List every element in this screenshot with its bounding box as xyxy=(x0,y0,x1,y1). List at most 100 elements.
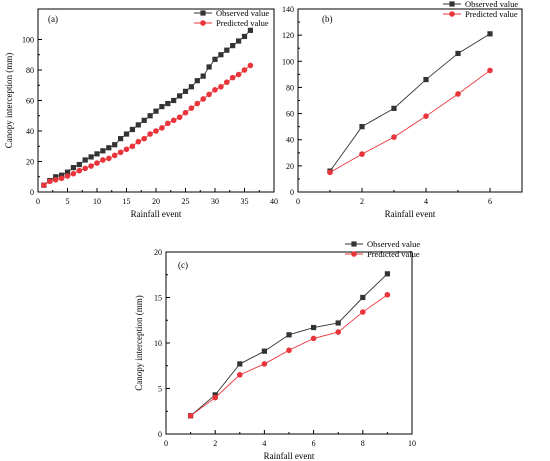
x-tick-label: 10 xyxy=(408,439,416,448)
data-point xyxy=(391,105,397,111)
data-point xyxy=(455,50,461,57)
y-tick-label: 40 xyxy=(286,136,294,145)
y-tick-label: 10 xyxy=(154,339,162,348)
x-tick-label: 4 xyxy=(262,439,266,448)
data-point xyxy=(384,291,391,298)
data-point xyxy=(129,126,135,133)
x-tick-label: 30 xyxy=(211,197,219,206)
data-point xyxy=(359,151,365,157)
data-point xyxy=(141,135,147,142)
data-point xyxy=(212,87,218,93)
data-point xyxy=(123,146,130,153)
data-point xyxy=(487,31,493,37)
y-tick-label: 20 xyxy=(286,162,294,171)
series-observed xyxy=(188,271,390,419)
data-point xyxy=(177,93,183,99)
data-point xyxy=(335,320,341,326)
data-point xyxy=(159,104,165,110)
series-line xyxy=(190,273,388,417)
data-point xyxy=(94,160,100,166)
data-point xyxy=(176,114,183,121)
panel-label: (b) xyxy=(322,14,333,24)
x-axis-label: Rainfall event xyxy=(264,451,315,461)
data-point xyxy=(187,413,194,419)
y-tick-label: 140 xyxy=(282,5,294,14)
data-point xyxy=(311,324,317,331)
y-tick-label: 0 xyxy=(290,188,294,197)
data-point xyxy=(106,155,112,162)
legend-marker xyxy=(200,20,206,26)
x-axis-label: Rainfall event xyxy=(385,209,436,219)
data-point xyxy=(182,88,189,94)
data-point xyxy=(188,84,194,90)
legend-marker xyxy=(449,11,455,17)
series-predicted xyxy=(41,62,254,188)
data-point xyxy=(218,83,224,90)
y-tick-label: 80 xyxy=(286,83,294,92)
data-point xyxy=(118,136,124,142)
data-point xyxy=(212,394,218,401)
y-tick-label: 20 xyxy=(26,158,34,167)
data-point xyxy=(64,173,71,179)
data-point xyxy=(182,109,189,116)
data-point xyxy=(123,131,130,137)
x-tick-label: 10 xyxy=(93,197,101,206)
data-point xyxy=(111,152,118,159)
series-predicted xyxy=(327,67,493,176)
data-point xyxy=(76,161,82,168)
legend-marker xyxy=(200,10,206,16)
data-point xyxy=(159,125,165,131)
data-point xyxy=(229,74,236,81)
data-point xyxy=(64,169,71,175)
legend-marker xyxy=(351,251,357,257)
legend-label: Predicted value xyxy=(367,249,420,259)
legend-label: Observed value xyxy=(465,0,518,9)
y-tick-label: 15 xyxy=(154,294,162,303)
data-point xyxy=(153,108,159,114)
data-point xyxy=(487,67,493,74)
data-point xyxy=(235,71,242,78)
data-point xyxy=(247,27,253,33)
data-point xyxy=(261,348,267,354)
data-point xyxy=(212,56,218,62)
data-point xyxy=(310,335,317,342)
data-point xyxy=(261,361,268,367)
data-point xyxy=(241,67,248,73)
data-point xyxy=(224,79,230,85)
x-tick-label: 0 xyxy=(164,439,168,448)
data-point xyxy=(224,47,230,53)
y-tick-label: 120 xyxy=(282,31,294,40)
data-point xyxy=(94,151,100,157)
data-point xyxy=(286,332,292,338)
x-tick-label: 40 xyxy=(270,197,278,206)
data-point xyxy=(82,165,88,172)
data-point xyxy=(194,100,201,107)
x-tick-label: 0 xyxy=(36,197,40,206)
series-observed xyxy=(327,31,493,174)
data-point xyxy=(241,33,248,40)
data-point xyxy=(53,174,59,180)
data-point xyxy=(230,43,236,49)
y-tick-label: 0 xyxy=(158,430,162,439)
data-point xyxy=(455,91,461,97)
data-point xyxy=(52,177,59,183)
y-tick-label: 20 xyxy=(154,248,162,257)
x-tick-label: 2 xyxy=(213,439,217,448)
data-point xyxy=(82,157,88,163)
data-point xyxy=(76,167,83,174)
x-tick-label: 15 xyxy=(123,197,131,206)
series-predicted xyxy=(187,291,391,419)
x-tick-label: 5 xyxy=(66,197,70,206)
data-point xyxy=(117,149,124,156)
legend-marker xyxy=(449,1,455,7)
series-line xyxy=(329,70,491,173)
data-point xyxy=(423,113,429,119)
legend-marker xyxy=(351,241,357,247)
data-point xyxy=(237,372,243,378)
data-point xyxy=(165,120,171,127)
data-point xyxy=(236,38,242,44)
